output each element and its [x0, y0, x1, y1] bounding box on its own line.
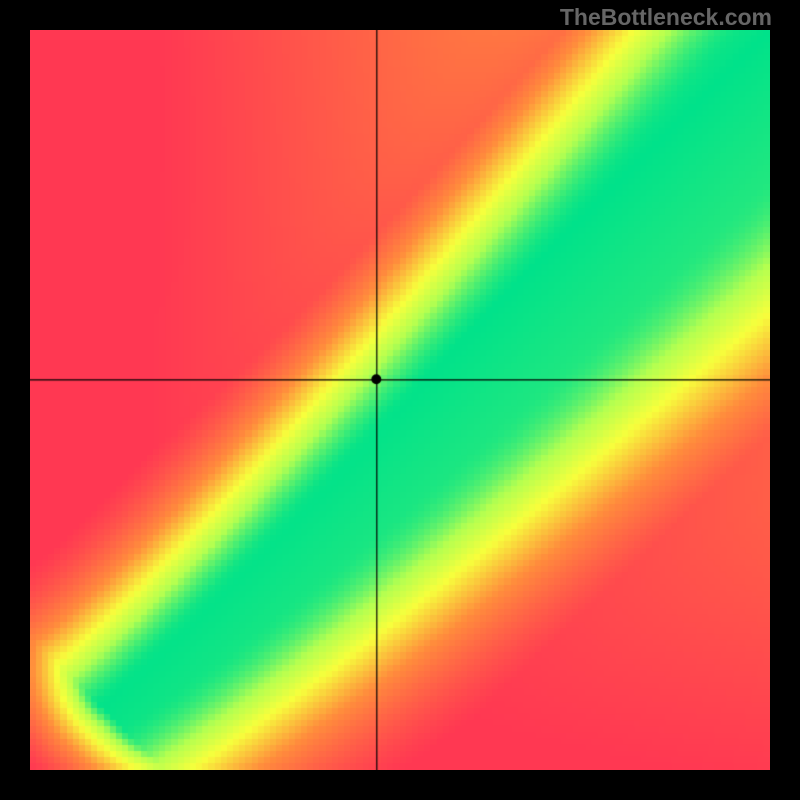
- watermark-text: TheBottleneck.com: [560, 4, 772, 31]
- heatmap-plot: [30, 30, 770, 770]
- heatmap-canvas: [30, 30, 770, 770]
- root: TheBottleneck.com: [0, 0, 800, 800]
